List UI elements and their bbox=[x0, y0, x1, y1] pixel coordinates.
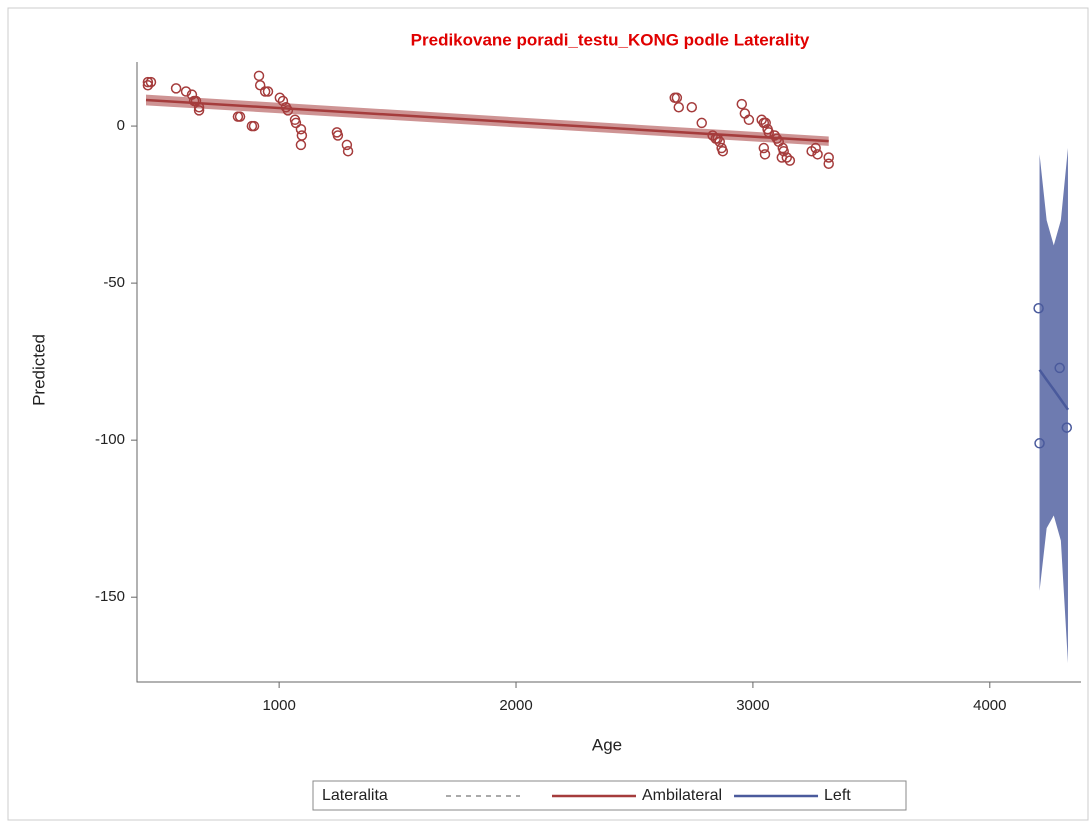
point bbox=[234, 111, 246, 122]
point bbox=[812, 149, 823, 160]
point bbox=[781, 152, 793, 163]
point bbox=[777, 142, 789, 154]
point bbox=[142, 76, 154, 88]
y-tick-label: -50 bbox=[103, 274, 125, 291]
x-tick-label: 3000 bbox=[736, 697, 769, 714]
y-tick-label: 0 bbox=[117, 117, 125, 134]
y-axis-label: Predicted bbox=[29, 334, 48, 406]
point bbox=[170, 83, 182, 94]
x-axis-label: Age bbox=[592, 735, 622, 754]
point bbox=[686, 101, 698, 113]
point bbox=[823, 158, 834, 170]
point bbox=[295, 139, 307, 151]
chart-title: Predikovane poradi_testu_KONG podle Late… bbox=[411, 30, 810, 49]
point bbox=[282, 105, 294, 116]
fit-line bbox=[1038, 369, 1069, 411]
x-tick-label: 1000 bbox=[262, 697, 295, 714]
point bbox=[180, 86, 192, 97]
point bbox=[760, 117, 771, 129]
point bbox=[253, 70, 265, 82]
point bbox=[142, 79, 154, 91]
x-tick-label: 4000 bbox=[973, 697, 1006, 714]
point bbox=[332, 130, 344, 141]
legend-label: Ambilateral bbox=[642, 787, 722, 804]
point bbox=[254, 79, 266, 91]
point bbox=[810, 142, 821, 154]
x-tick-label: 2000 bbox=[499, 697, 532, 714]
plot-area bbox=[142, 70, 1073, 664]
point bbox=[262, 86, 274, 97]
point bbox=[145, 76, 157, 88]
point bbox=[342, 145, 354, 157]
point bbox=[673, 101, 685, 113]
point bbox=[758, 142, 770, 154]
point bbox=[193, 105, 205, 116]
point bbox=[743, 114, 755, 126]
y-tick-label: -150 bbox=[95, 588, 125, 605]
legend-title: Lateralita bbox=[322, 787, 388, 804]
point bbox=[1054, 362, 1065, 374]
point bbox=[248, 120, 260, 132]
point bbox=[759, 149, 771, 160]
point bbox=[1033, 302, 1044, 314]
confidence-band bbox=[1039, 148, 1068, 664]
point bbox=[290, 117, 302, 129]
point bbox=[341, 139, 353, 151]
point bbox=[671, 92, 683, 104]
legend: Lateralita Ambilateral Left bbox=[312, 780, 907, 811]
point bbox=[190, 95, 202, 107]
point bbox=[823, 152, 834, 163]
point bbox=[714, 136, 725, 148]
point bbox=[277, 95, 289, 107]
fit-line bbox=[145, 98, 829, 143]
axes bbox=[136, 62, 1081, 683]
point bbox=[736, 98, 748, 110]
point bbox=[1061, 422, 1073, 433]
legend-label: Left bbox=[824, 787, 851, 804]
point bbox=[717, 145, 729, 157]
point bbox=[295, 123, 307, 135]
point bbox=[259, 86, 271, 97]
frame bbox=[7, 7, 1089, 821]
point bbox=[1034, 438, 1045, 449]
point bbox=[296, 130, 308, 141]
y-tick-label: -100 bbox=[95, 431, 125, 448]
point bbox=[696, 117, 707, 129]
point bbox=[274, 92, 286, 104]
